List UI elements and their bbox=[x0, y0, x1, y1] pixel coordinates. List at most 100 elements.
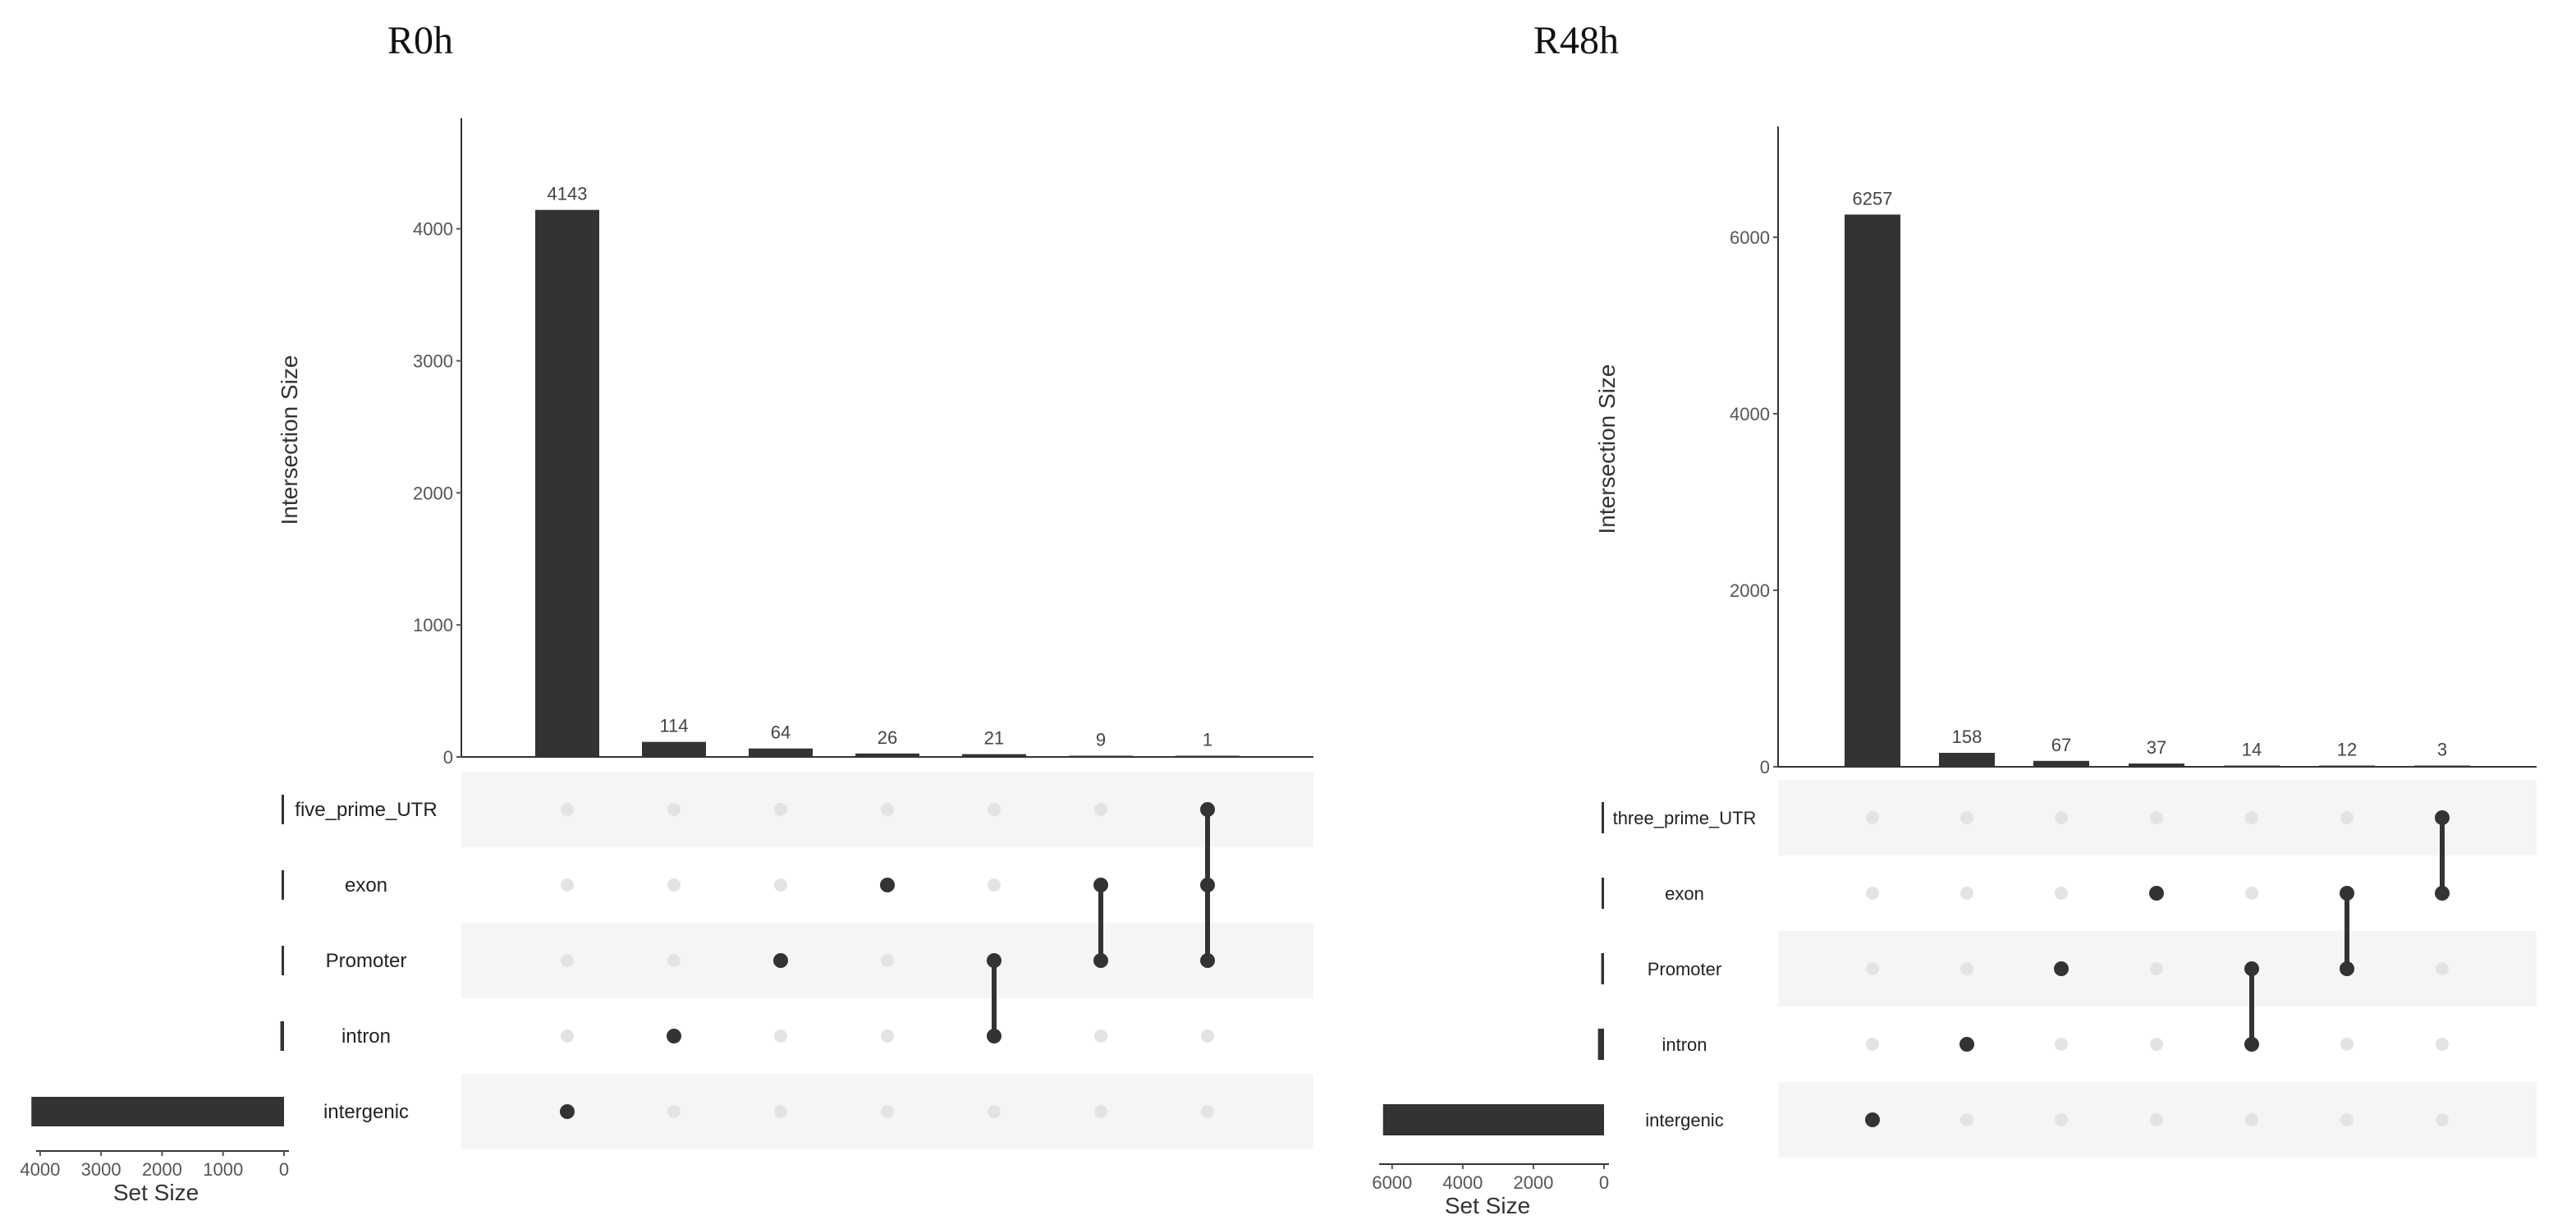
matrix-dot-inactive bbox=[1201, 1105, 1214, 1118]
matrix-dot-inactive bbox=[774, 803, 787, 816]
set-label: Promoter bbox=[326, 950, 407, 972]
intersection-value-label: 6257 bbox=[1853, 188, 1893, 209]
matrix-dot-inactive bbox=[1094, 1105, 1107, 1118]
matrix-dot-inactive bbox=[2150, 811, 2163, 824]
set-label: intergenic bbox=[323, 1101, 409, 1123]
matrix-dot-active bbox=[2244, 1037, 2259, 1052]
set-size-tick-label: 0 bbox=[279, 1159, 289, 1180]
matrix-dot-inactive bbox=[774, 1105, 787, 1118]
matrix-dot-active bbox=[1200, 953, 1215, 968]
matrix-dot-inactive bbox=[988, 1105, 1001, 1118]
matrix-dot-inactive bbox=[2055, 1038, 2068, 1051]
matrix-dot-active bbox=[1200, 878, 1215, 892]
matrix-dot-inactive bbox=[1960, 962, 1973, 975]
intersection-bar bbox=[642, 741, 706, 757]
matrix-dot-inactive bbox=[667, 878, 681, 892]
set-label: exon bbox=[1665, 883, 1704, 904]
intersection-bar bbox=[535, 209, 599, 758]
y-tick-label: 4000 bbox=[1730, 404, 1770, 424]
set-size-bar bbox=[282, 795, 284, 824]
intersection-bar bbox=[2129, 764, 2184, 767]
matrix-dot-inactive bbox=[2340, 1038, 2354, 1051]
y-tick-label: 2000 bbox=[1730, 580, 1770, 601]
set-size-bar bbox=[280, 1021, 284, 1051]
set-label: five_prime_UTR bbox=[295, 799, 437, 821]
matrix-dot-active bbox=[1093, 878, 1108, 892]
matrix-dot-inactive bbox=[774, 878, 787, 892]
y-tick-label: 1000 bbox=[413, 615, 453, 635]
intersection-value-label: 158 bbox=[1952, 727, 1982, 747]
set-size-tick-label: 1000 bbox=[203, 1159, 243, 1180]
intersection-value-label: 64 bbox=[771, 722, 791, 743]
matrix-dot-inactive bbox=[2245, 1113, 2258, 1126]
matrix-dot-inactive bbox=[2055, 811, 2068, 824]
matrix-dot-inactive bbox=[2436, 1038, 2449, 1051]
matrix-dot-inactive bbox=[881, 954, 894, 967]
matrix-dot-active bbox=[2435, 886, 2450, 901]
matrix-dot-active bbox=[1200, 802, 1215, 817]
y-tick-label: 0 bbox=[443, 747, 453, 768]
set-size-tick-label: 3000 bbox=[81, 1159, 121, 1180]
intersection-value-label: 21 bbox=[984, 728, 1004, 749]
set-size-bar bbox=[31, 1097, 285, 1126]
intersection-value-label: 1 bbox=[1203, 730, 1212, 750]
matrix-dot-inactive bbox=[1960, 811, 1973, 824]
matrix-dot-active bbox=[1865, 1112, 1880, 1127]
intersection-value-label: 26 bbox=[878, 727, 897, 748]
matrix-dot-inactive bbox=[667, 803, 681, 816]
y-tick-label: 0 bbox=[1760, 757, 1770, 777]
intersection-bar bbox=[962, 754, 1026, 757]
intersection-value-label: 114 bbox=[659, 716, 688, 736]
matrix-dot-active bbox=[987, 953, 1002, 968]
set-size-axis-label: Set Size bbox=[1445, 1193, 1530, 1218]
matrix-dot-inactive bbox=[2436, 962, 2449, 975]
matrix-dot-inactive bbox=[988, 878, 1001, 892]
matrix-dot-inactive bbox=[561, 803, 574, 816]
matrix-dot-inactive bbox=[2340, 1113, 2354, 1126]
set-label: exon bbox=[345, 874, 387, 897]
matrix-dot-inactive bbox=[561, 1030, 574, 1043]
set-size-bar bbox=[1601, 953, 1604, 984]
matrix-dot-inactive bbox=[1094, 803, 1107, 816]
set-size-bar bbox=[1602, 878, 1604, 909]
matrix-dot-active bbox=[1960, 1037, 1974, 1052]
set-label: Promoter bbox=[1648, 959, 1721, 979]
matrix-dot-active bbox=[773, 953, 788, 968]
intersection-value-label: 4143 bbox=[548, 184, 588, 204]
set-size-tick-label: 4000 bbox=[1442, 1172, 1483, 1193]
matrix-dot-inactive bbox=[561, 954, 574, 967]
matrix-dot-inactive bbox=[2436, 1113, 2449, 1126]
set-size-tick-label: 2000 bbox=[1513, 1172, 1553, 1193]
intersection-bar bbox=[2414, 765, 2470, 767]
intersection-bar bbox=[2033, 760, 2089, 767]
intersection-value-label: 12 bbox=[2337, 740, 2357, 760]
matrix-dot-inactive bbox=[1094, 1030, 1107, 1043]
matrix-dot-inactive bbox=[1960, 1113, 1973, 1126]
matrix-dot-active bbox=[2340, 886, 2354, 901]
intersection-value-label: 3 bbox=[2437, 740, 2447, 760]
set-size-bar bbox=[282, 870, 284, 900]
chart-title-r48h: R48h bbox=[1533, 19, 1620, 62]
matrix-dot-inactive bbox=[881, 1105, 894, 1118]
y-tick-label: 2000 bbox=[413, 483, 453, 503]
matrix-dot-inactive bbox=[1960, 887, 1973, 900]
matrix-dot-inactive bbox=[2055, 887, 2068, 900]
intersection-bar bbox=[1939, 753, 1995, 767]
matrix-dot-inactive bbox=[2150, 1038, 2163, 1051]
set-label: intergenic bbox=[1645, 1110, 1723, 1130]
matrix-dot-inactive bbox=[667, 1105, 681, 1118]
matrix-dot-inactive bbox=[667, 954, 681, 967]
matrix-dot-active bbox=[2435, 810, 2450, 825]
intersection-bar bbox=[1176, 755, 1240, 757]
intersection-value-label: 37 bbox=[2147, 737, 2166, 758]
intersection-bar bbox=[855, 753, 919, 757]
set-size-bar bbox=[1382, 1104, 1604, 1135]
matrix-dot-active bbox=[2340, 961, 2354, 976]
set-size-axis-label: Set Size bbox=[113, 1180, 199, 1205]
set-label: three_prime_UTR bbox=[1613, 808, 1757, 828]
matrix-dot-active bbox=[2054, 961, 2069, 976]
matrix-dot-inactive bbox=[1866, 887, 1879, 900]
matrix-dot-active bbox=[667, 1029, 681, 1043]
matrix-dot-inactive bbox=[988, 803, 1001, 816]
matrix-dot-inactive bbox=[2340, 811, 2354, 824]
